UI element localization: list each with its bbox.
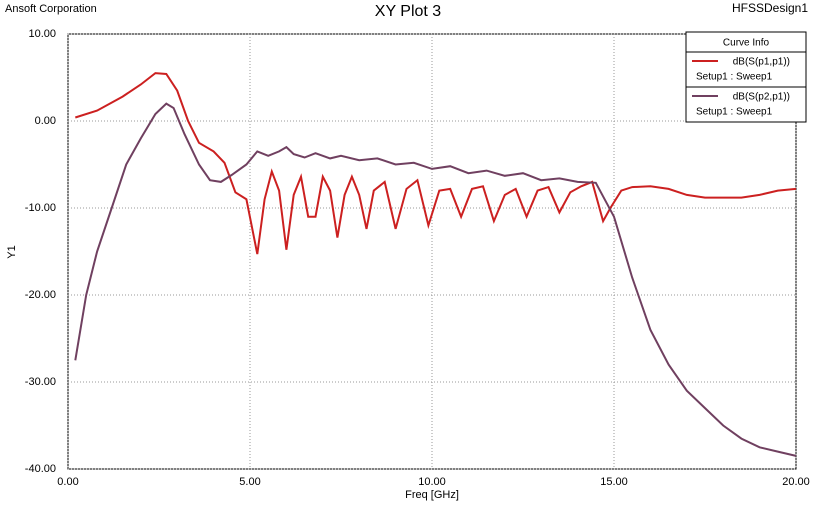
y-tick-label: -10.00	[25, 202, 56, 214]
x-tick-label: 15.00	[600, 476, 628, 488]
y-tick-label: -30.00	[25, 376, 56, 388]
x-tick-label: 5.00	[239, 476, 260, 488]
design: HFSSDesign1	[732, 1, 808, 15]
legend-label: dB(S(p2,p1))	[733, 92, 790, 103]
y-axis-label: Y1	[6, 245, 18, 258]
x-axis-label: Freq [GHz]	[405, 489, 459, 501]
chart-title: XY Plot 3	[375, 3, 442, 20]
legend-setup: Setup1 : Sweep1	[696, 72, 773, 83]
y-tick-label: 0.00	[35, 115, 56, 127]
y-tick-label: 10.00	[28, 28, 56, 40]
legend-box	[685, 31, 807, 123]
legend-label: dB(S(p1,p1))	[733, 57, 790, 68]
series-line	[74, 102, 797, 457]
x-tick-label: 0.00	[57, 476, 78, 488]
x-tick-label: 20.00	[782, 476, 810, 488]
y-tick-label: -20.00	[25, 289, 56, 301]
y-tick-label: -40.00	[25, 463, 56, 475]
series-line	[74, 72, 797, 255]
x-tick-label: 10.00	[418, 476, 446, 488]
legend-title: Curve Info	[723, 38, 770, 49]
legend-setup: Setup1 : Sweep1	[696, 107, 773, 118]
company: Ansoft Corporation	[5, 3, 97, 15]
